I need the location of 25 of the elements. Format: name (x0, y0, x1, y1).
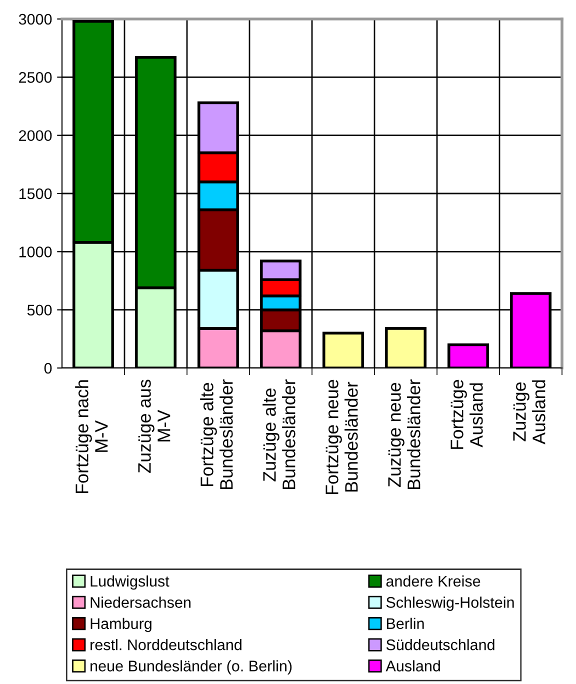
legend-label: Ludwigslust (90, 575, 170, 590)
y-tick-label: 2500 (19, 72, 52, 83)
x-tick-label: Fortzüge nach M-V (75, 380, 108, 494)
y-tick-label: 500 (27, 304, 52, 316)
legend-label: andere Kreise (386, 575, 480, 587)
y-tick-label: 3000 (18, 14, 52, 25)
legend-label: restl. Norddeutschland (90, 639, 242, 650)
x-tick-label: Zuzüge neue Bundesländer (388, 379, 420, 490)
y-tick-label: 0 (44, 362, 52, 374)
legend-label: Berlin (386, 618, 424, 630)
legend-label: neue Bundesländer (o. Berlin) (90, 660, 292, 674)
y-tick-label: 1500 (19, 188, 52, 200)
y-tick-label: 2000 (19, 130, 52, 142)
legend-label: Schleswig-Holstein (386, 596, 514, 611)
x-tick-label: Zuzüge Ausland (513, 380, 546, 444)
x-tick-label: Zuzüge aus M-V (138, 380, 170, 473)
x-tick-label: Fortzüge neue Bundesländer (326, 380, 358, 494)
x-tick-label: Fortzüge Ausland (450, 380, 483, 449)
legend-label: Ausland (386, 660, 440, 672)
y-tick-label: 1000 (19, 246, 52, 258)
legend-label: Hamburg (90, 618, 152, 632)
legend-label: Süddeutschland (386, 639, 494, 650)
x-tick-label: Zuzüge alte Bundesländer (262, 379, 296, 490)
legend-label: Niedersachsen (90, 596, 190, 608)
x-tick-label: Fortzüge alte Bundesländer (200, 379, 233, 490)
